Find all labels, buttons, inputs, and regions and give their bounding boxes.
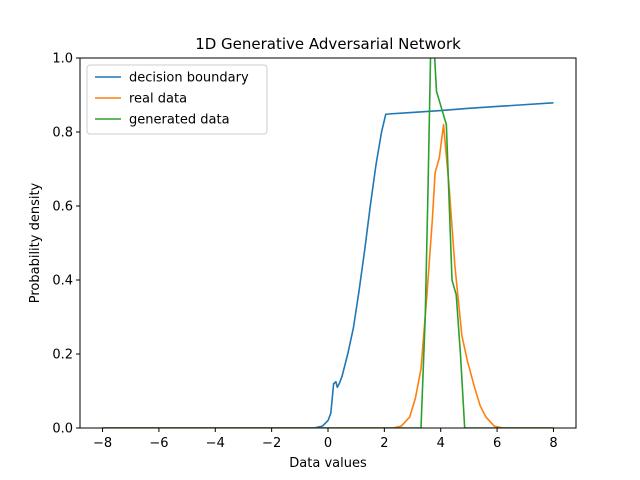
legend-label-generated-data: generated data (129, 113, 230, 128)
y-axis-label: Probability density (28, 182, 43, 303)
x-axis-label: Data values (289, 456, 367, 471)
legend: decision boundary real data generated data (86, 64, 268, 135)
x-tick-label: 4 (437, 436, 445, 451)
y-tick-label: 0.8 (52, 126, 73, 141)
x-tick-label: 8 (549, 436, 557, 451)
x-tick-label: 0 (324, 436, 332, 451)
x-tick-label: 6 (493, 436, 501, 451)
chart-title: 1D Generative Adversarial Network (195, 35, 461, 53)
x-tick-label: 2 (380, 436, 388, 451)
y-tick-label: 0.6 (52, 200, 73, 215)
series-line-decision-boundary (102, 101, 554, 428)
x-tick-label: −4 (206, 436, 225, 451)
x-axis: −8 −6 −4 −2 0 2 4 6 8 (93, 428, 558, 451)
y-tick-label: 0.4 (52, 274, 73, 289)
x-tick-label: −8 (93, 436, 112, 451)
series-line-real-data (102, 123, 554, 428)
y-tick-label: 1.0 (52, 52, 73, 67)
y-tick-label: 0.0 (52, 422, 73, 437)
y-tick-label: 0.2 (52, 348, 73, 363)
legend-label-decision-boundary: decision boundary (129, 71, 249, 86)
y-axis: 0.0 0.2 0.4 0.6 0.8 1.0 (52, 52, 80, 437)
series-line-generated-data (102, 58, 554, 428)
x-tick-label: −2 (262, 436, 281, 451)
legend-label-real-data: real data (129, 92, 187, 107)
series-layer (102, 58, 554, 428)
x-tick-label: −6 (149, 436, 168, 451)
legend-box (86, 64, 268, 135)
